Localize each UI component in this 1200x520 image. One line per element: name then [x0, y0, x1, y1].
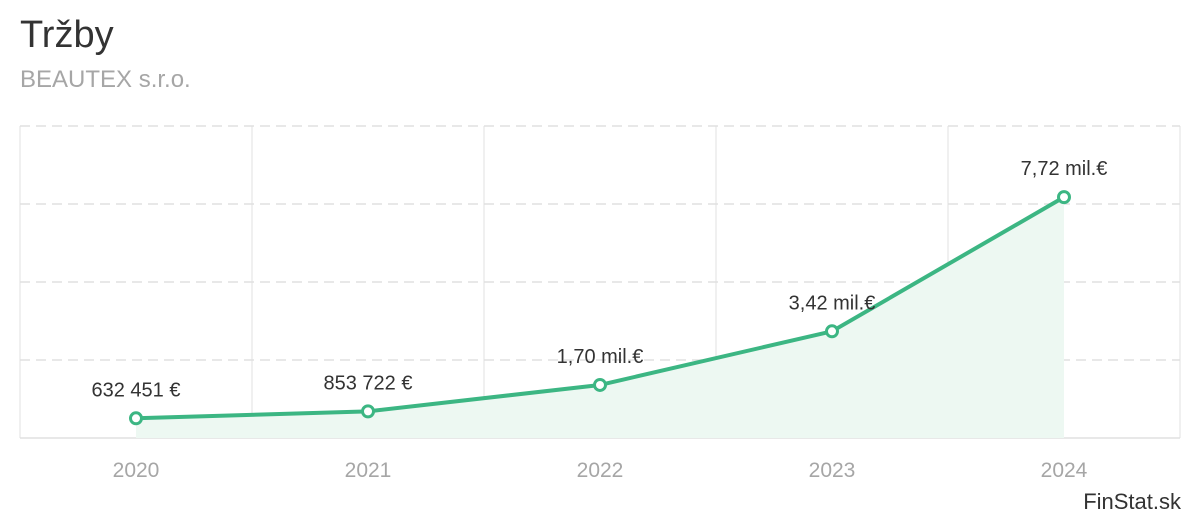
chart-title: Tržby [20, 14, 114, 56]
data-label-2021: 853 722 € [324, 372, 413, 394]
x-tick-label-2023: 2023 [809, 459, 856, 482]
label-layer: 632 451 € 853 722 € 1,70 mil.€ 3,42 mil.€ 7,… [92, 158, 1108, 401]
data-point-2023 [825, 324, 839, 339]
data-label-2023: 3,42 mil.€ [789, 292, 876, 314]
x-tick-label-2022: 2022 [577, 459, 624, 482]
data-label-2020: 632 451 € [92, 379, 181, 401]
point-layer [129, 190, 1071, 426]
area-fill [136, 197, 1064, 438]
data-point-2020 [129, 411, 143, 426]
data-point-2024 [1057, 190, 1071, 205]
x-tick-label-2024: 2024 [1041, 459, 1088, 482]
x-tick-label-2020: 2020 [113, 459, 160, 482]
x-tick-label-2021: 2021 [345, 459, 392, 482]
footer-brand: FinStat.sk [1083, 489, 1181, 514]
data-point-2021 [361, 404, 375, 419]
data-point-2022 [593, 377, 607, 392]
data-label-2024: 7,72 mil.€ [1021, 158, 1108, 180]
x-axis: 2020 2021 2022 2023 2024 [113, 459, 1088, 482]
area-layer [136, 197, 1064, 438]
data-label-2022: 1,70 mil.€ [557, 346, 644, 368]
chart-subtitle: BEAUTEX s.r.o. [20, 66, 191, 93]
